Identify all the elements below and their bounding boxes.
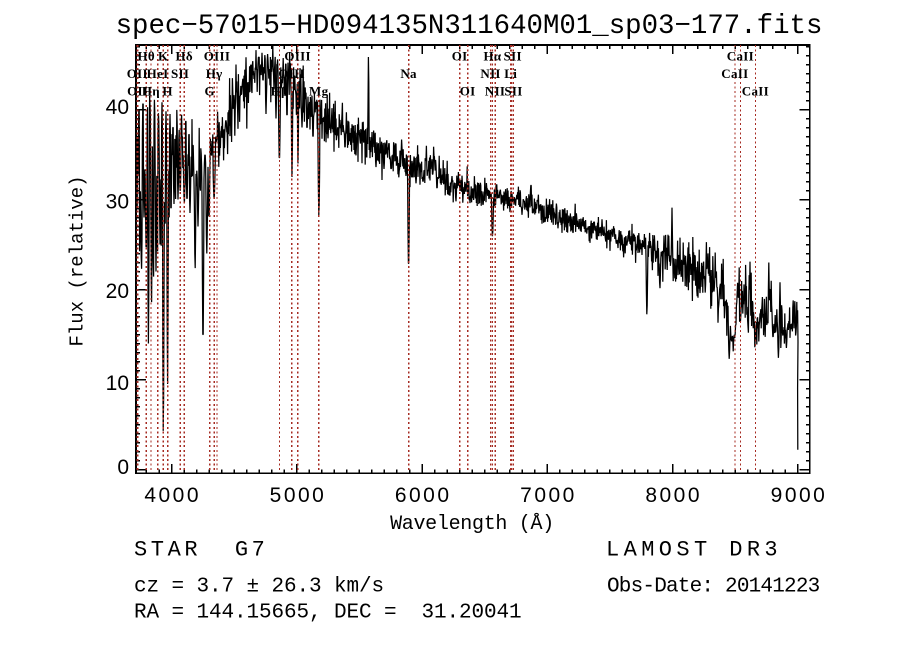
- svg-text:LAMOST DR3: LAMOST DR3: [606, 538, 782, 563]
- svg-text:OIII: OIII: [204, 49, 231, 64]
- svg-text:CaII: CaII: [721, 66, 748, 81]
- svg-text:Flux (relative): Flux (relative): [67, 175, 89, 346]
- svg-text:Hβ: Hβ: [271, 84, 289, 99]
- svg-text:G: G: [204, 84, 214, 99]
- svg-text:Mg: Mg: [309, 84, 329, 99]
- svg-text:CaII: CaII: [727, 49, 754, 64]
- svg-text:OII: OII: [127, 66, 148, 81]
- svg-text:Hδ: Hδ: [175, 49, 192, 64]
- svg-text:OIII: OIII: [278, 66, 305, 81]
- svg-text:HeI: HeI: [147, 66, 169, 81]
- svg-text:STAR G7: STAR G7: [134, 538, 268, 563]
- svg-text:9000: 9000: [771, 484, 828, 507]
- svg-text:20: 20: [106, 280, 129, 303]
- svg-text:Wavelength (Å): Wavelength (Å): [390, 513, 554, 536]
- svg-text:Hα: Hα: [484, 49, 502, 64]
- svg-text:Li: Li: [504, 66, 517, 81]
- svg-text:NII: NII: [480, 66, 500, 81]
- svg-text:OII: OII: [127, 84, 148, 99]
- svg-text:Obs-Date: 20141223: Obs-Date: 20141223: [607, 576, 820, 599]
- svg-text:cz = 3.7 ± 26.3 km/s: cz = 3.7 ± 26.3 km/s: [134, 576, 384, 599]
- svg-text:H: H: [162, 84, 172, 99]
- svg-text:RA = 144.15665, DEC = 31.2004: RA = 144.15665, DEC = 31.20041: [134, 602, 522, 625]
- svg-text:4000: 4000: [144, 484, 201, 507]
- svg-text:10: 10: [106, 372, 129, 395]
- svg-text:SII: SII: [171, 66, 189, 81]
- svg-text:spec−57015−HD094135N311640M01_: spec−57015−HD094135N311640M01_sp03−177.f…: [116, 11, 823, 42]
- svg-text:7000: 7000: [520, 484, 577, 507]
- svg-text:CaII: CaII: [742, 84, 769, 99]
- svg-text:OI: OI: [460, 84, 476, 99]
- svg-text:OIII: OIII: [284, 49, 311, 64]
- svg-text:Hγ: Hγ: [206, 66, 223, 81]
- svg-text:6000: 6000: [395, 484, 452, 507]
- svg-text:K: K: [158, 49, 169, 64]
- svg-text:Hη: Hη: [142, 84, 160, 99]
- svg-text:Na: Na: [400, 66, 417, 81]
- svg-text:NII: NII: [485, 84, 505, 99]
- svg-text:5000: 5000: [270, 484, 327, 507]
- svg-text:8000: 8000: [645, 484, 702, 507]
- svg-text:SII: SII: [504, 84, 522, 99]
- svg-text:OI: OI: [452, 49, 468, 64]
- svg-text:0: 0: [117, 456, 129, 479]
- svg-text:40: 40: [106, 96, 129, 119]
- svg-text:Hθ: Hθ: [137, 49, 155, 64]
- svg-text:30: 30: [106, 191, 129, 214]
- svg-text:SII: SII: [504, 49, 522, 64]
